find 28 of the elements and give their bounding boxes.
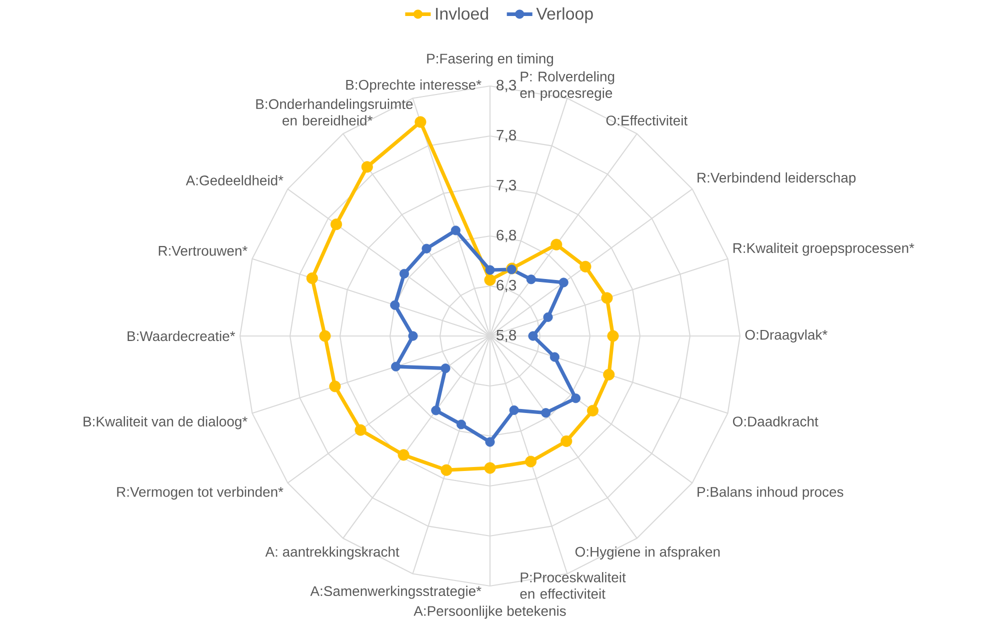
spoke-label: P:Fasering en timing — [427, 53, 554, 66]
spoke-label: R:Kwaliteit groepsprocessen* — [733, 242, 914, 256]
spoke-label: P:Proceskwaliteit en effectiviteit — [520, 572, 626, 599]
legend-label: Invloed — [436, 7, 488, 20]
spoke-label: A:Gedeeldheid* — [186, 175, 284, 186]
legend-label: Verloop — [536, 7, 593, 24]
spoke-label: B:Onderhandelingsruimte en bereidheid* — [256, 98, 413, 126]
y-tick-label: 6,3 — [496, 280, 516, 292]
spoke-label: O:Hygiene in afspraken — [575, 546, 720, 560]
y-tick-label: 8,3 — [496, 80, 516, 92]
y-tick-label: 7,8 — [496, 130, 516, 142]
spoke-label: P: Rolverdeling en procesregie — [520, 71, 614, 101]
spoke-label: A:Persoonlijke betekenis — [414, 606, 566, 619]
spoke-label: R:Vertrouwen* — [158, 246, 248, 256]
spoke-label: R:Vermogen tot verbinden* — [117, 486, 284, 500]
spoke-label: B:Waardecreatie* — [128, 330, 236, 342]
y-tick-label: 7,3 — [496, 180, 516, 192]
spoke-label: O:Daadkracht — [732, 416, 818, 426]
spoke-label: O:Draagvlak* — [745, 329, 828, 342]
spoke-label: P:Balans inhoud proces — [698, 486, 844, 500]
spoke-label: B:Oprechte interesse* — [346, 79, 482, 92]
spoke-label: O:Effectiviteit — [606, 115, 688, 126]
y-tick-label: 6,8 — [496, 230, 516, 242]
spoke-label: R:Verbindend leiderschap — [698, 172, 856, 186]
spoke-label: B:Kwaliteit van de dialoog* — [84, 416, 248, 430]
y-tick-label: 5,8 — [496, 330, 516, 342]
spoke-label: A:Samenwerkingsstrategie* — [310, 586, 482, 599]
spoke-label: A: aantrekkingskracht — [265, 546, 400, 560]
